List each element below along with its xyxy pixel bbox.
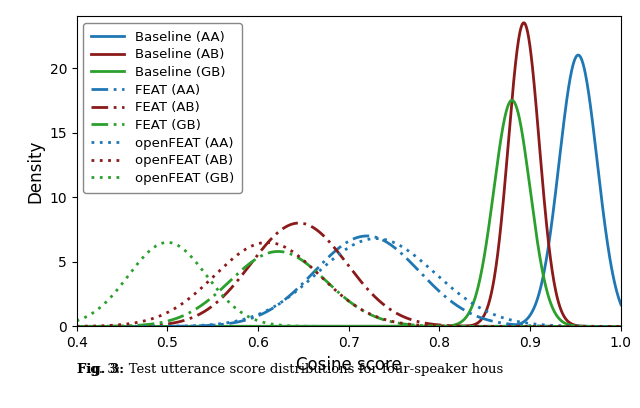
- openFEAT (AA): [292, 289, 300, 294]
- openFEAT (GB): [260, 320, 268, 325]
- FEAT (GB): [292, 254, 300, 259]
- Baseline (AA): [292, 324, 300, 329]
- Line: FEAT (AA): FEAT (AA): [0, 236, 640, 326]
- Line: FEAT (AB): FEAT (AB): [0, 223, 640, 326]
- FEAT (GB): [274, 249, 282, 254]
- Baseline (AA): [260, 324, 268, 329]
- FEAT (AB): [616, 324, 623, 329]
- openFEAT (AB): [65, 324, 73, 329]
- Line: Baseline (AA): Baseline (AA): [0, 55, 640, 326]
- openFEAT (GB): [164, 240, 172, 245]
- Baseline (AB): [65, 324, 73, 329]
- openFEAT (AB): [616, 324, 623, 329]
- openFEAT (AA): [65, 324, 73, 329]
- Baseline (AA): [616, 298, 623, 303]
- Baseline (GB): [108, 324, 116, 329]
- Text: Fig. 3:  Test utterance score distributions for four-speaker hous: Fig. 3: Test utterance score distributio…: [77, 363, 503, 376]
- openFEAT (GB): [616, 324, 623, 329]
- Baseline (GB): [65, 324, 73, 329]
- FEAT (AA): [363, 233, 371, 238]
- FEAT (AA): [108, 324, 116, 329]
- FEAT (AB): [65, 324, 73, 329]
- FEAT (GB): [65, 324, 73, 329]
- openFEAT (AB): [292, 252, 300, 257]
- FEAT (AA): [292, 288, 300, 293]
- Line: Baseline (GB): Baseline (GB): [0, 100, 640, 326]
- Baseline (AB): [108, 324, 116, 329]
- FEAT (AB): [295, 221, 303, 226]
- FEAT (AA): [616, 324, 623, 329]
- Baseline (GB): [260, 324, 268, 329]
- openFEAT (AB): [263, 240, 271, 245]
- openFEAT (GB): [292, 324, 300, 328]
- Baseline (GB): [292, 324, 300, 329]
- openFEAT (GB): [108, 293, 116, 298]
- Line: Baseline (AB): Baseline (AB): [0, 23, 640, 326]
- FEAT (AA): [65, 324, 73, 329]
- Line: openFEAT (AA): openFEAT (AA): [0, 239, 640, 326]
- Baseline (GB): [616, 324, 623, 329]
- Baseline (AB): [292, 324, 300, 329]
- Baseline (AB): [616, 324, 623, 329]
- openFEAT (AB): [108, 323, 116, 328]
- Line: openFEAT (GB): openFEAT (GB): [0, 242, 640, 326]
- openFEAT (AB): [260, 240, 268, 245]
- FEAT (AA): [260, 310, 268, 315]
- Line: openFEAT (AB): openFEAT (AB): [0, 242, 640, 326]
- Baseline (GB): [508, 98, 516, 103]
- openFEAT (AA): [372, 236, 380, 241]
- openFEAT (AA): [616, 324, 623, 329]
- FEAT (GB): [616, 324, 623, 329]
- openFEAT (AA): [108, 324, 116, 329]
- Baseline (AB): [520, 20, 527, 25]
- FEAT (GB): [260, 252, 268, 257]
- Legend: Baseline (AA), Baseline (AB), Baseline (GB), FEAT (AA), FEAT (AB), FEAT (GB), op: Baseline (AA), Baseline (AB), Baseline (…: [83, 23, 242, 193]
- Text: Fig. 3:: Fig. 3:: [77, 363, 124, 376]
- Baseline (AB): [260, 324, 268, 329]
- openFEAT (AA): [260, 309, 268, 314]
- FEAT (AB): [108, 324, 116, 329]
- X-axis label: Cosine score: Cosine score: [296, 356, 402, 374]
- Y-axis label: Density: Density: [26, 140, 44, 203]
- Line: FEAT (GB): FEAT (GB): [0, 251, 640, 326]
- FEAT (AB): [260, 244, 268, 249]
- Baseline (AA): [65, 324, 73, 329]
- FEAT (GB): [108, 324, 116, 329]
- FEAT (AB): [292, 221, 300, 226]
- openFEAT (GB): [65, 321, 73, 326]
- Baseline (AA): [574, 53, 582, 58]
- Baseline (AA): [108, 324, 116, 329]
